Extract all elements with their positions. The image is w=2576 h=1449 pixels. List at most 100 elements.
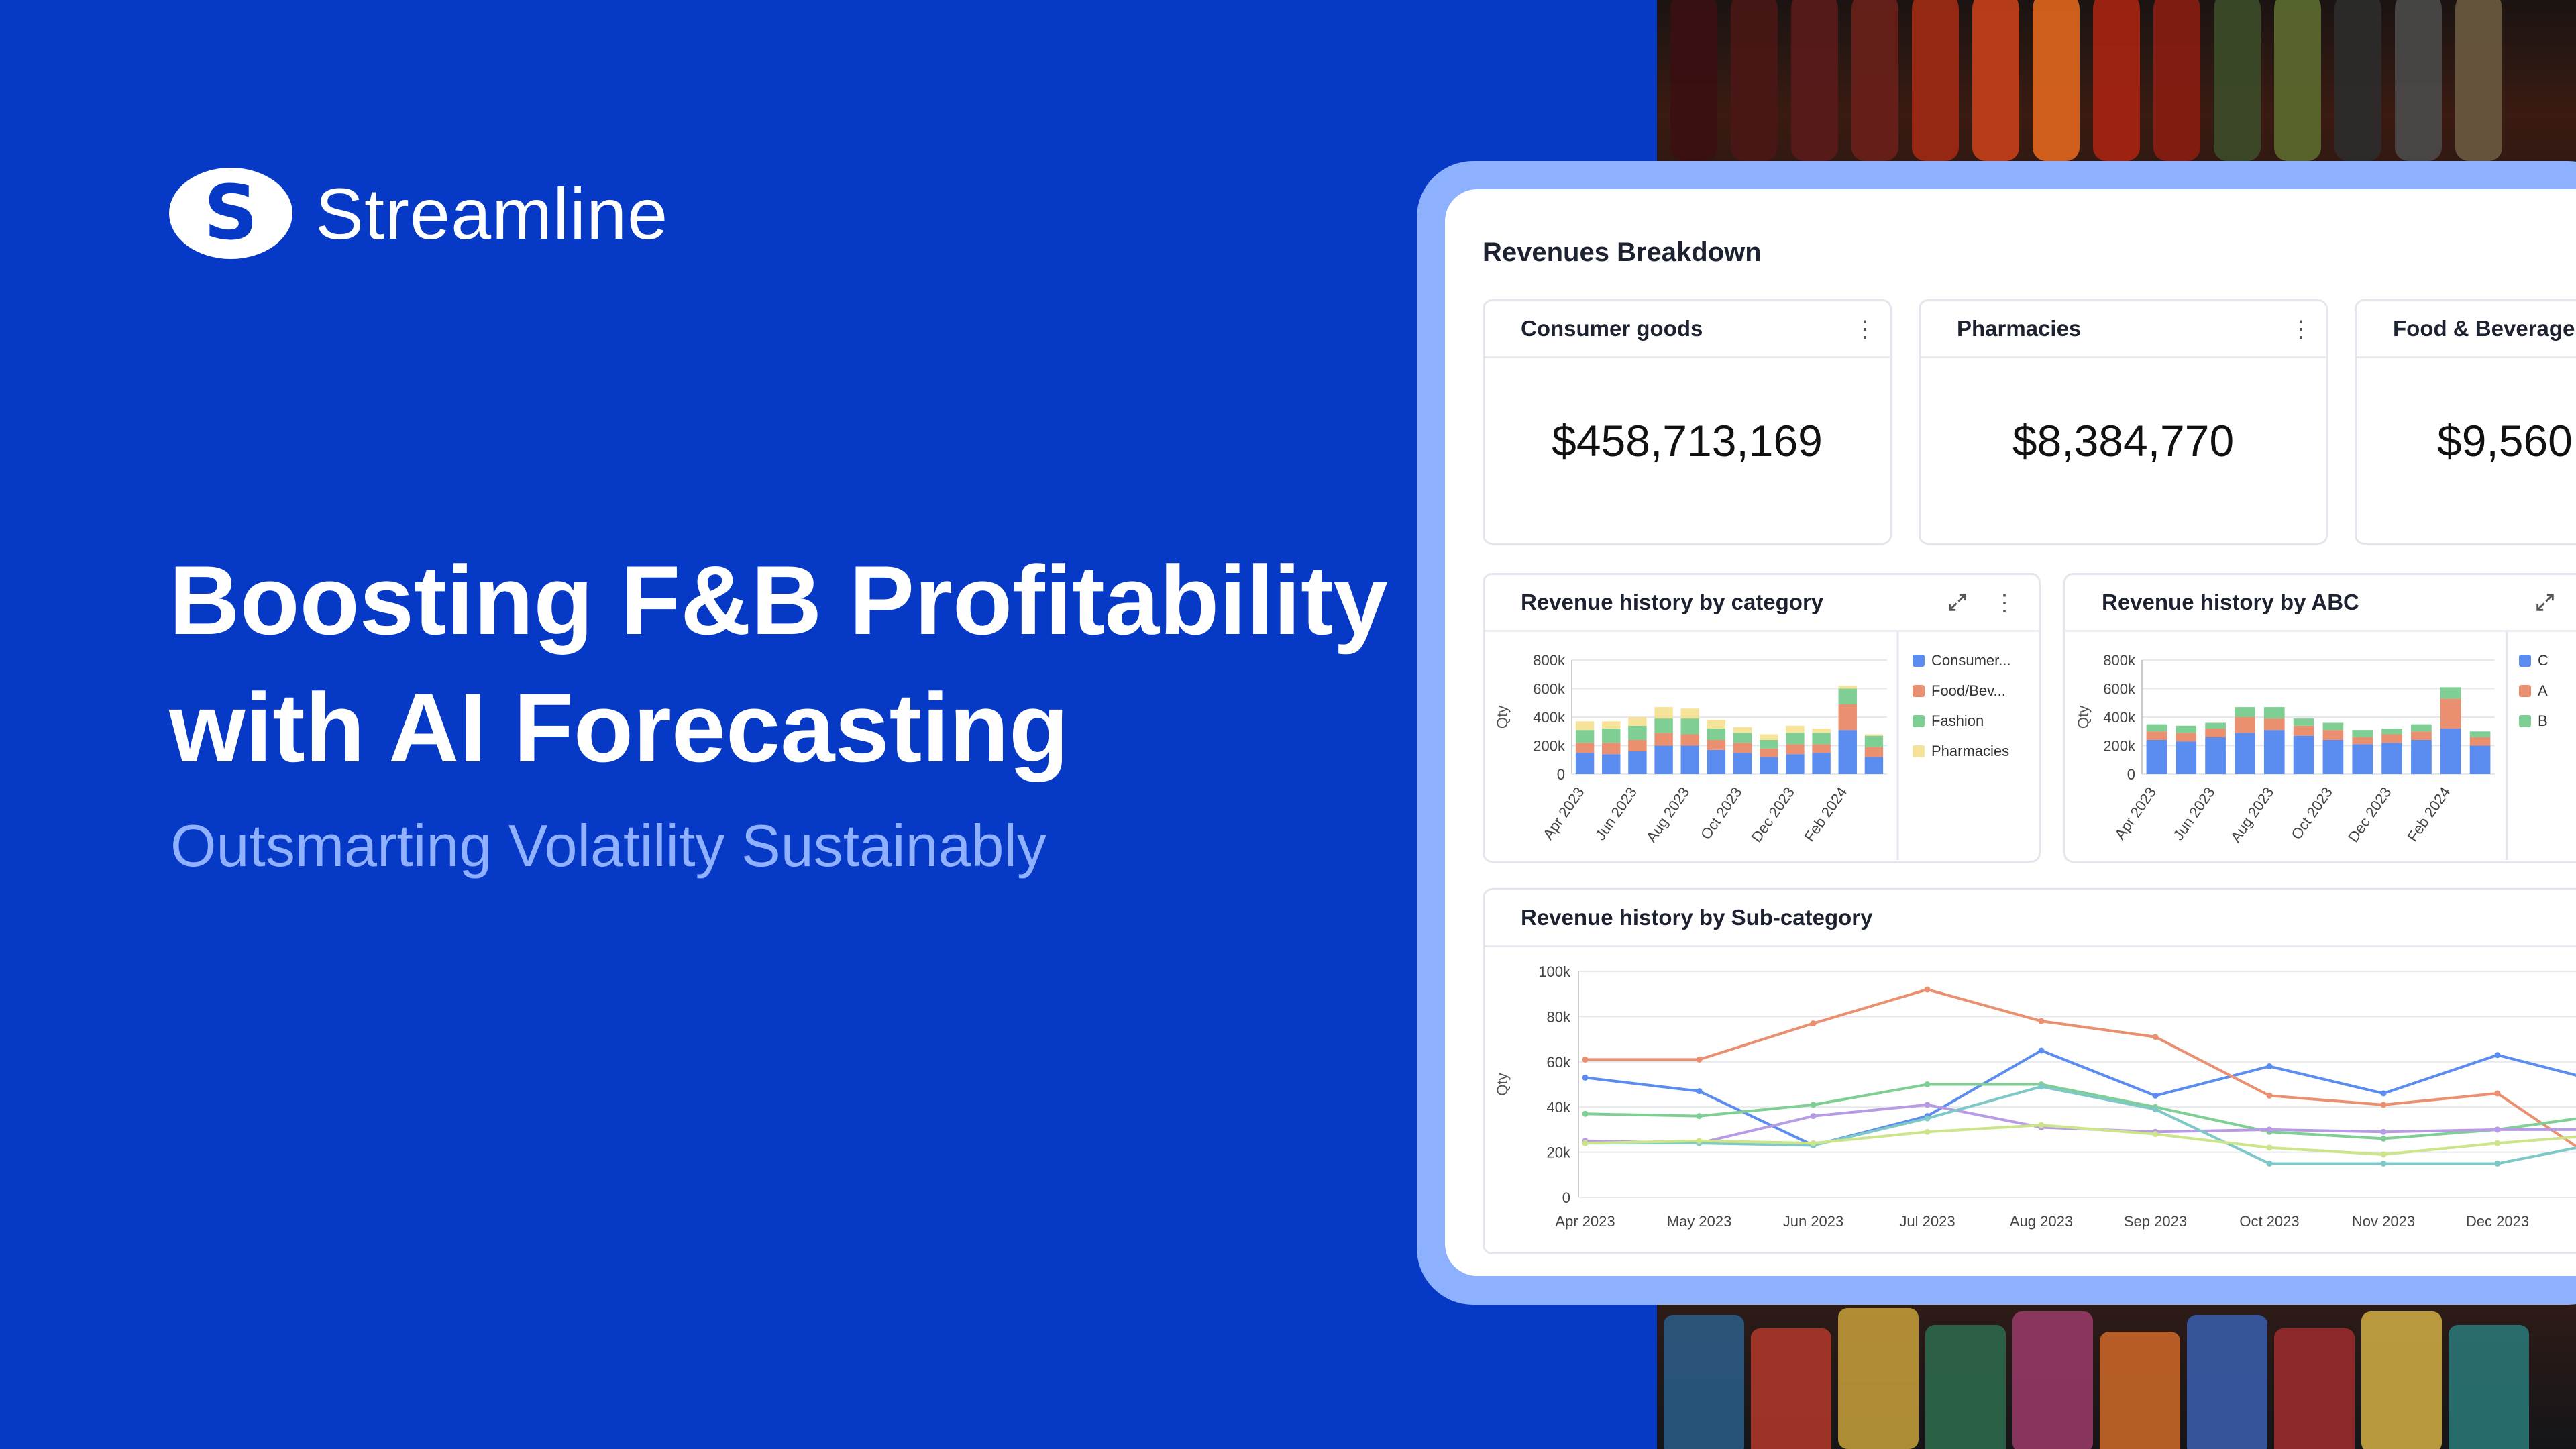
more-options-icon[interactable]: ⋮ [1993,590,2016,616]
bottle [2334,0,2381,161]
bottle [2033,0,2080,161]
expand-icon[interactable] [1946,591,1969,614]
can [1751,1328,1831,1449]
data-point [1924,1102,1931,1108]
legend-label: A [2538,682,2548,699]
bar-segment [1812,733,1831,745]
kpi-card-consumer-goods[interactable]: Consumer goods ⋮ $458,713,169 [1483,299,1892,545]
y-tick-label: 0 [1562,1189,1570,1206]
series-line [1585,1124,2576,1156]
x-tick-label: Aug 2023 [1643,784,1693,846]
data-point [1924,986,1931,993]
data-point [2380,1135,2387,1142]
y-axis-label: Qty [1494,706,1511,729]
data-point [1696,1138,1703,1144]
bar-segment [1760,734,1778,740]
dashboard-title: Revenues Breakdown [1483,237,1762,267]
dashboard-panel: Revenues Breakdown Consumer goods ⋮ $458… [1445,189,2576,1276]
data-point [1696,1088,1703,1095]
x-tick-label: Sep 2023 [2124,1213,2187,1230]
bar-segment [1654,733,1673,746]
bar-segment [1575,743,1595,753]
bar-segment [1786,725,1805,733]
legend-swatch [2519,655,2531,667]
more-options-icon[interactable]: ⋮ [2290,317,2312,342]
data-point [1582,1074,1589,1081]
can [2012,1311,2093,1449]
legend-label: C [2538,652,2548,669]
data-point [2494,1160,2501,1167]
bar-segment [2440,687,2461,699]
y-tick-label: 0 [2127,766,2135,783]
can [1925,1325,2006,1449]
legend-label: Consumer... [1931,652,2011,669]
bar-segment [2411,724,2432,732]
y-tick-label: 200k [2103,738,2136,755]
chart-category: Qty 0 200k 400k 600k 800k Apr 2023 Jun 2023 Aug … [1494,632,2011,860]
legend-label: B [2538,712,2548,729]
kpi-card-pharmacies[interactable]: Pharmacies ⋮ $8,384,770 [1919,299,2328,545]
logo-mark: S [169,168,292,259]
bar-segment [1707,740,1726,750]
data-point [2380,1151,2387,1158]
data-point [2494,1052,2501,1059]
bar-segment [1864,757,1884,774]
chart-card-category: Revenue history by category ⋮ Qty 0 200k 40… [1483,573,2041,863]
bar-segment [1628,740,1647,751]
data-point [2380,1160,2387,1167]
bar-segment [2469,731,2491,737]
data-point [2152,1131,2159,1138]
data-point [2152,1106,2159,1113]
kpi-value: $458,713,169 [1552,416,1823,466]
y-tick-label: 600k [1533,681,1566,698]
y-tick-label: 600k [2103,681,2136,698]
bar-segment [1733,743,1752,753]
x-tick-label: Oct 2023 [1697,784,1746,843]
kpi-card-food-beverages[interactable]: Food & Beverages $9,560 [2355,299,2576,545]
bar-segment [2381,743,2402,774]
bar-segment [1602,754,1621,774]
data-point [2038,1083,2045,1090]
bar-segment [2352,737,2373,745]
bar-segment [2293,718,2314,726]
bottle [2274,0,2321,161]
bar-segment [1838,686,1857,689]
bar-segment [1786,733,1805,745]
legend-swatch [2519,685,2531,697]
bar-segment [2440,698,2461,729]
bar-segment [2293,725,2314,736]
bar-segment [1838,704,1857,731]
data-point [2266,1126,2273,1133]
data-point [2266,1160,2273,1167]
bar-segment [2176,741,2197,774]
bar-segment [2176,733,2197,742]
bottle [2214,0,2261,161]
kpi-label: Consumer goods [1521,316,1703,341]
bar-segment [1760,740,1778,749]
data-point [2038,1018,2045,1024]
can [1664,1315,1744,1449]
bar-segment [1760,748,1778,757]
bar-segment [2469,737,2491,746]
more-options-icon[interactable]: ⋮ [1854,317,1876,342]
bar-segment [1838,730,1857,774]
bar-segment [2322,722,2344,731]
expand-icon[interactable] [2534,591,2557,614]
data-point [2266,1092,2273,1099]
y-tick-label: 800k [1533,652,1566,669]
chart-abc: Qty 0 200k 400k 600k 800k Apr 2023 Jun 2023 Aug … [2075,632,2548,860]
data-point [1924,1115,1931,1122]
bar-segment [1654,718,1673,733]
kpi-value: $8,384,770 [2012,416,2235,466]
brand-logo[interactable]: S Streamline [169,168,668,259]
data-point [1582,1056,1589,1063]
can [2449,1325,2529,1449]
bar-segment [1575,730,1595,743]
data-point [2380,1128,2387,1135]
bottle [2153,0,2200,161]
bar-segment [1628,725,1647,740]
card-header: Food & Beverages [2357,301,2576,358]
y-axis-label: Qty [1494,1073,1511,1095]
bar-segment [1602,729,1621,743]
chart-title: Revenue history by ABC [2102,590,2359,614]
